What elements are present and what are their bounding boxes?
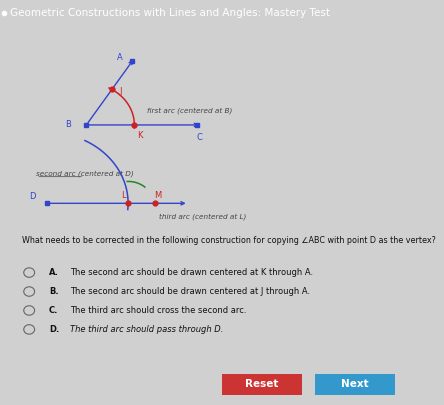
Text: C.: C.: [49, 306, 58, 315]
Text: A.: A.: [49, 268, 59, 277]
Text: The second arc should be drawn centered at J through A.: The second arc should be drawn centered …: [70, 287, 310, 296]
Text: Reset: Reset: [245, 379, 279, 389]
Text: D.: D.: [49, 325, 59, 334]
Text: Geometric Constructions with Lines and Angles: Mastery Test: Geometric Constructions with Lines and A…: [10, 8, 330, 17]
FancyBboxPatch shape: [311, 373, 399, 396]
Text: J: J: [119, 87, 122, 96]
Text: M: M: [154, 191, 161, 200]
Text: The third arc should pass through D.: The third arc should pass through D.: [70, 325, 223, 334]
Text: first arc (centered at B): first arc (centered at B): [147, 107, 232, 114]
Text: L: L: [121, 191, 125, 200]
Text: third arc (centered at L): third arc (centered at L): [159, 214, 247, 220]
Text: A: A: [117, 53, 123, 62]
Text: The third arc should cross the second arc.: The third arc should cross the second ar…: [70, 306, 246, 315]
Text: C: C: [196, 133, 202, 142]
FancyBboxPatch shape: [218, 373, 306, 396]
Text: second arc (centered at D): second arc (centered at D): [36, 171, 134, 177]
Text: K: K: [137, 131, 143, 140]
Text: B: B: [65, 120, 71, 130]
Text: D: D: [29, 192, 36, 201]
Text: What needs to be corrected in the following construction for copying ∠ABC with p: What needs to be corrected in the follow…: [22, 236, 436, 245]
Text: B.: B.: [49, 287, 59, 296]
Text: Next: Next: [341, 379, 369, 389]
Text: The second arc should be drawn centered at K through A.: The second arc should be drawn centered …: [70, 268, 313, 277]
